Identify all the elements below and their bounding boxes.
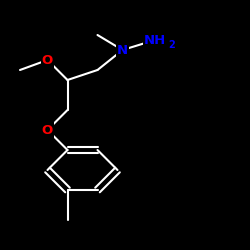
FancyBboxPatch shape [40, 52, 54, 68]
Text: N: N [117, 44, 128, 57]
Text: NH: NH [144, 34, 166, 46]
FancyBboxPatch shape [116, 42, 130, 58]
Text: O: O [42, 124, 53, 136]
Text: 2: 2 [168, 40, 174, 50]
FancyBboxPatch shape [40, 122, 54, 138]
FancyBboxPatch shape [142, 30, 172, 50]
Text: O: O [42, 54, 53, 66]
